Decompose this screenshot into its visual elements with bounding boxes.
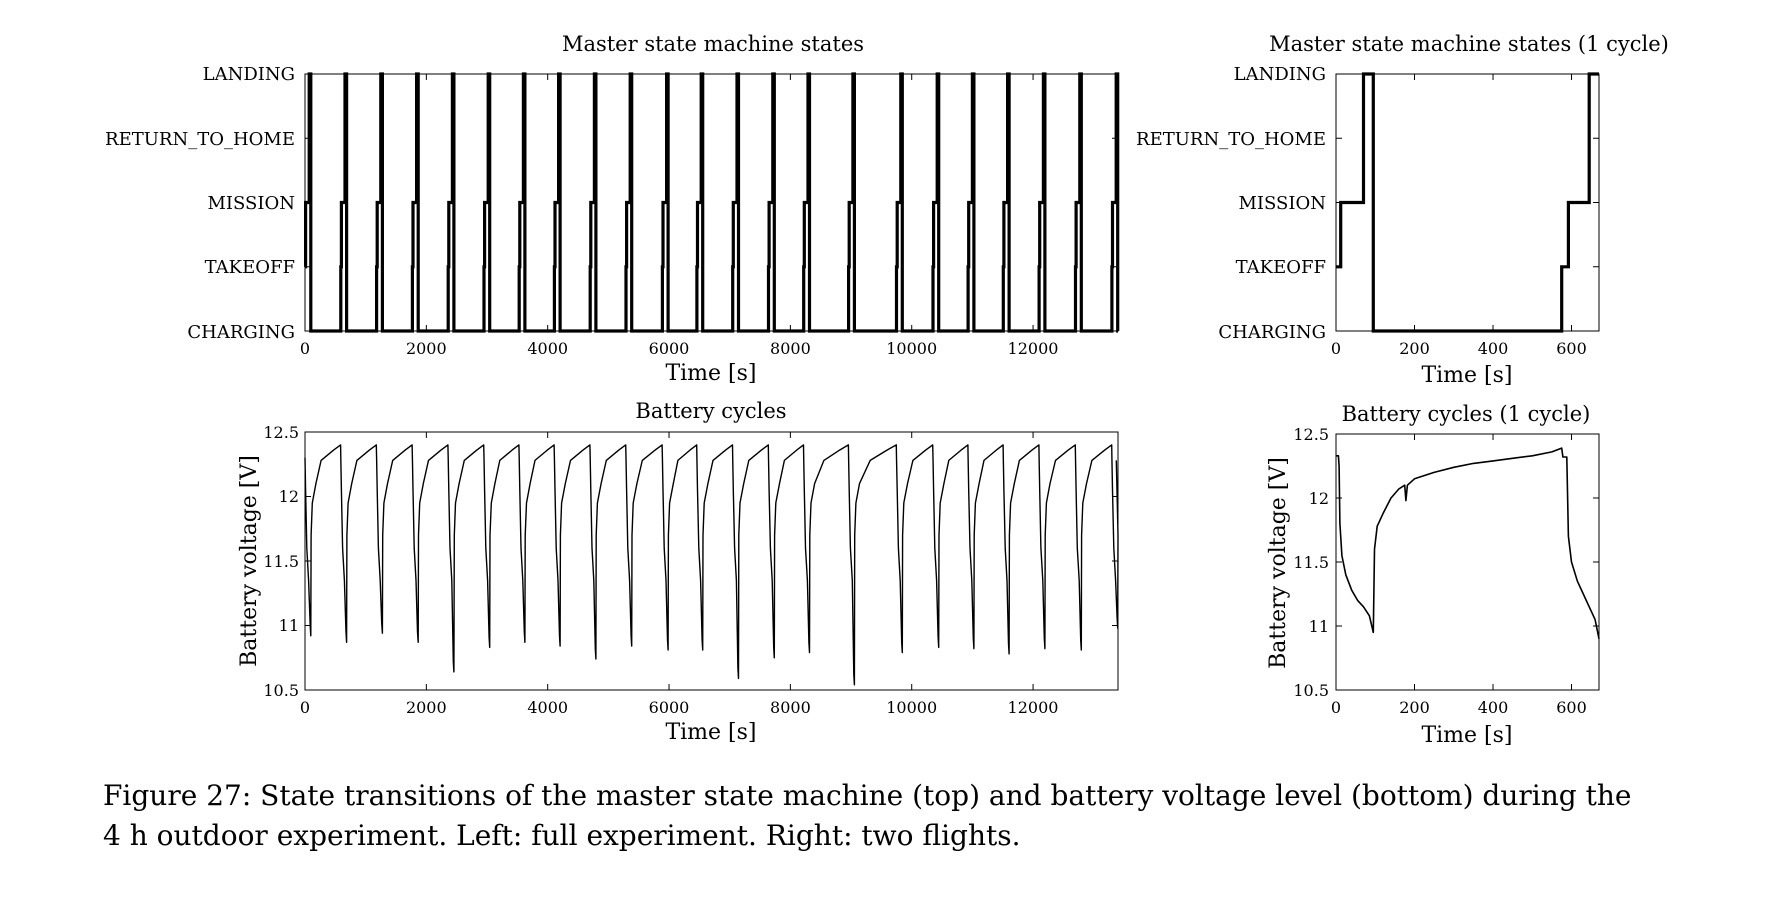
- ytick-label: MISSION: [207, 193, 295, 214]
- ytick-label: 12.5: [263, 423, 299, 442]
- plot-area: [1335, 73, 1600, 332]
- ytick-label: RETURN_TO_HOME: [1136, 129, 1326, 150]
- chart-title: Master state machine states (1 cycle): [1269, 32, 1669, 56]
- ytick-label: 12: [279, 487, 299, 506]
- ytick-label: 11: [1309, 617, 1329, 636]
- caption-line-2: 4 h outdoor experiment. Left: full exper…: [103, 819, 1021, 852]
- figure-caption: Figure 27: State transitions of the mast…: [103, 776, 1703, 856]
- xtick-label: 12000: [1008, 698, 1059, 717]
- xtick-label: 0: [300, 339, 310, 358]
- xtick-label: 2000: [406, 339, 447, 358]
- xtick-label: 200: [1399, 698, 1430, 717]
- xtick-label: 6000: [649, 339, 690, 358]
- ytick-label: RETURN_TO_HOME: [105, 129, 295, 150]
- x-axis-label: Time [s]: [1421, 363, 1512, 388]
- tick-marks: [304, 73, 1118, 332]
- chart-battery-full: Battery cycles 12.5 12 11.5 11 10.5 0 20…: [237, 399, 1119, 745]
- voltage-series-line: [1336, 447, 1600, 639]
- xtick-label: 200: [1399, 339, 1430, 358]
- xtick-label: 4000: [527, 339, 568, 358]
- x-axis-label: Time [s]: [665, 720, 756, 745]
- ytick-label: TAKEOFF: [205, 257, 295, 278]
- xtick-label: 12000: [1008, 339, 1059, 358]
- ytick-label: 12.5: [1293, 425, 1329, 444]
- ytick-label: TAKEOFF: [1236, 257, 1326, 278]
- xtick-label: 6000: [649, 698, 690, 717]
- chart-title: Master state machine states: [562, 32, 864, 56]
- x-axis-label: Time [s]: [1421, 723, 1512, 748]
- ytick-label: 10.5: [263, 681, 299, 700]
- state-series-line: [1336, 72, 1599, 333]
- caption-line-1: Figure 27: State transitions of the mast…: [103, 779, 1632, 812]
- chart-battery-cycle: Battery cycles (1 cycle) 12.5 12 11.5 11…: [1266, 402, 1600, 748]
- ytick-label: 11: [279, 616, 299, 635]
- xtick-label: 10000: [886, 339, 937, 358]
- x-axis-label: Time [s]: [665, 361, 756, 386]
- ytick-label: MISSION: [1238, 193, 1326, 214]
- xtick-label: 4000: [527, 698, 568, 717]
- chart-states-full: Master state machine states LANDING RETU…: [105, 32, 1120, 386]
- xtick-label: 600: [1556, 339, 1587, 358]
- plot-area: [1335, 433, 1600, 691]
- chart-title: Battery cycles: [635, 399, 786, 423]
- ytick-label: 12: [1309, 489, 1329, 508]
- xtick-label: 0: [1331, 339, 1341, 358]
- ytick-label: 11.5: [1293, 553, 1329, 572]
- tick-marks: [1335, 73, 1599, 332]
- xtick-label: 400: [1478, 339, 1509, 358]
- ytick-label: LANDING: [203, 64, 295, 85]
- xtick-label: 8000: [770, 339, 811, 358]
- plot-area: [304, 73, 1119, 332]
- chart-title: Battery cycles (1 cycle): [1342, 402, 1591, 426]
- y-axis-label: Battery voltage [V]: [1266, 457, 1291, 669]
- xtick-label: 0: [1331, 698, 1341, 717]
- xtick-label: 0: [300, 698, 310, 717]
- xtick-label: 400: [1478, 698, 1509, 717]
- chart-states-cycle: Master state machine states (1 cycle) LA…: [1136, 32, 1669, 388]
- plot-area: [304, 431, 1119, 691]
- ytick-label: CHARGING: [1218, 322, 1326, 343]
- voltage-series-line: [304, 444, 1119, 686]
- xtick-label: 600: [1556, 698, 1587, 717]
- ytick-label: 10.5: [1293, 681, 1329, 700]
- tick-marks: [1335, 433, 1599, 691]
- xtick-label: 8000: [770, 698, 811, 717]
- ytick-label: CHARGING: [187, 322, 295, 343]
- y-axis-label: Battery voltage [V]: [237, 455, 262, 667]
- xtick-label: 2000: [406, 698, 447, 717]
- xtick-label: 10000: [886, 698, 937, 717]
- ytick-label: LANDING: [1234, 64, 1326, 85]
- state-series-line: [304, 72, 1120, 333]
- ytick-label: 11.5: [263, 552, 299, 571]
- tick-marks: [304, 431, 1118, 691]
